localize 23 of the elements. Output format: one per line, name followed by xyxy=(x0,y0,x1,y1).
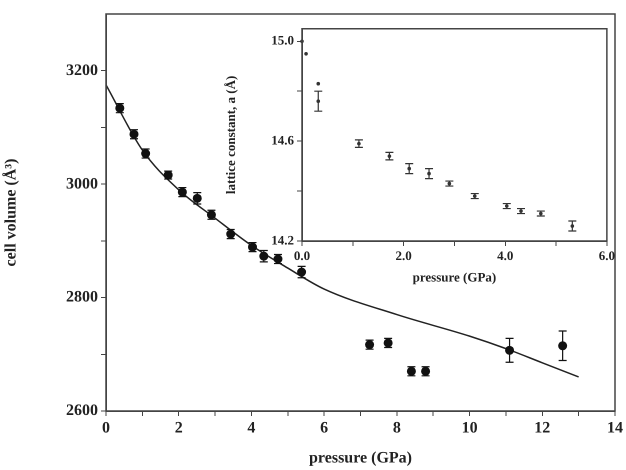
x-tick-label: 4.0 xyxy=(497,248,514,264)
x-tick-label: 12 xyxy=(534,420,550,437)
y-axis-title: cell volume (Å³) xyxy=(2,158,20,266)
x-tick-label: 4 xyxy=(247,420,256,437)
x-tick-label: 6 xyxy=(320,420,328,437)
y-tick-label: 14.2 xyxy=(271,232,294,248)
x-tick-label: 14 xyxy=(607,420,623,437)
x-tick-label: 2 xyxy=(174,420,183,437)
y-tick-label: 3000 xyxy=(66,175,98,192)
y-tick-label: 15.0 xyxy=(271,32,294,48)
y-tick-label: 2800 xyxy=(66,288,98,306)
x-tick-label: 2.0 xyxy=(396,248,412,264)
y-tick-label: 14.6 xyxy=(271,132,294,148)
x-tick-label: 10 xyxy=(462,420,478,437)
x-axis-title: pressure (GPa) xyxy=(412,270,496,285)
y-axis-title: lattice constant, a (Å) xyxy=(223,76,238,194)
x-tick-label: 8 xyxy=(392,420,401,437)
y-tick-label: 2600 xyxy=(66,402,98,420)
x-tick-label: 6.0 xyxy=(598,248,615,264)
x-tick-label: 0 xyxy=(102,420,110,437)
y-tick-label: 3200 xyxy=(66,62,98,79)
x-axis-title: pressure (GPa) xyxy=(309,450,412,467)
x-tick-label: 0.0 xyxy=(294,248,310,264)
